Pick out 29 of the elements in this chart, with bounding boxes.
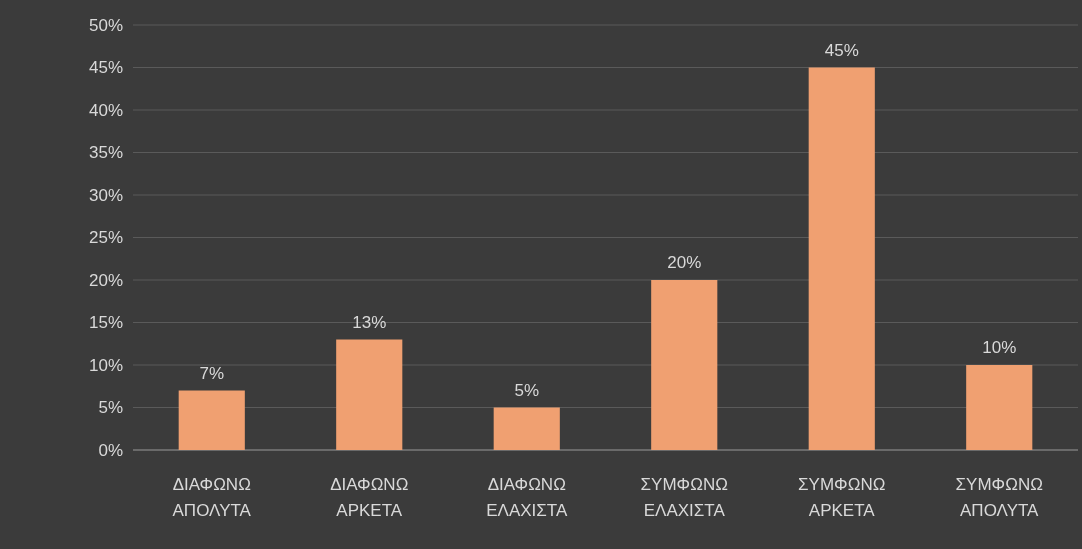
data-label: 5%: [514, 380, 540, 400]
y-tick-label: 40%: [88, 100, 123, 120]
data-label: 10%: [982, 338, 1017, 357]
data-label: 45%: [824, 40, 859, 60]
data-label: 7%: [199, 363, 225, 383]
bar: [493, 407, 560, 450]
y-tick-label: 25%: [88, 228, 123, 248]
bar: [651, 280, 718, 450]
bar: [808, 67, 875, 450]
x-tick-label: ΔΙΑΦΩΝΩ ΑΡΚΕΤΑ: [330, 475, 409, 520]
y-tick-label: 50%: [88, 15, 123, 35]
x-tick-label: ΣΥΜΦΩΝΩ ΑΡΚΕΤΑ: [798, 475, 886, 520]
y-tick-label: 15%: [88, 313, 123, 333]
x-tick-label: ΔΙΑΦΩΝΩ ΕΛΑΧΙΣΤΑ: [486, 475, 568, 520]
data-label: 13%: [352, 312, 387, 332]
y-tick-label: 20%: [88, 270, 123, 290]
y-tick-label: 45%: [88, 58, 123, 78]
y-tick-label: 10%: [88, 355, 123, 375]
x-tick-label: ΔΙΑΦΩΝΩ ΑΠΟΛΥΤΑ: [172, 475, 252, 520]
bar: [336, 339, 403, 450]
y-tick-label: 5%: [98, 398, 123, 418]
bar: [178, 390, 245, 450]
y-tick-label: 35%: [88, 143, 123, 163]
data-label: 20%: [667, 253, 702, 272]
bar: [966, 365, 1033, 450]
x-tick-label: ΣΥΜΦΩΝΩ ΑΠΟΛΥΤΑ: [955, 475, 1043, 520]
y-tick-label: 30%: [88, 185, 123, 205]
x-tick-label: ΣΥΜΦΩΝΩ ΕΛΑΧΙΣΤΑ: [640, 475, 728, 520]
y-tick-label: 0%: [98, 440, 123, 460]
